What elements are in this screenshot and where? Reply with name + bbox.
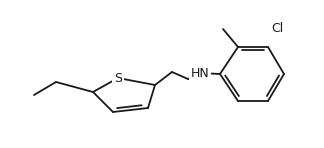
Text: S: S bbox=[114, 71, 122, 85]
Text: HN: HN bbox=[191, 66, 209, 79]
Text: Cl: Cl bbox=[271, 22, 283, 35]
